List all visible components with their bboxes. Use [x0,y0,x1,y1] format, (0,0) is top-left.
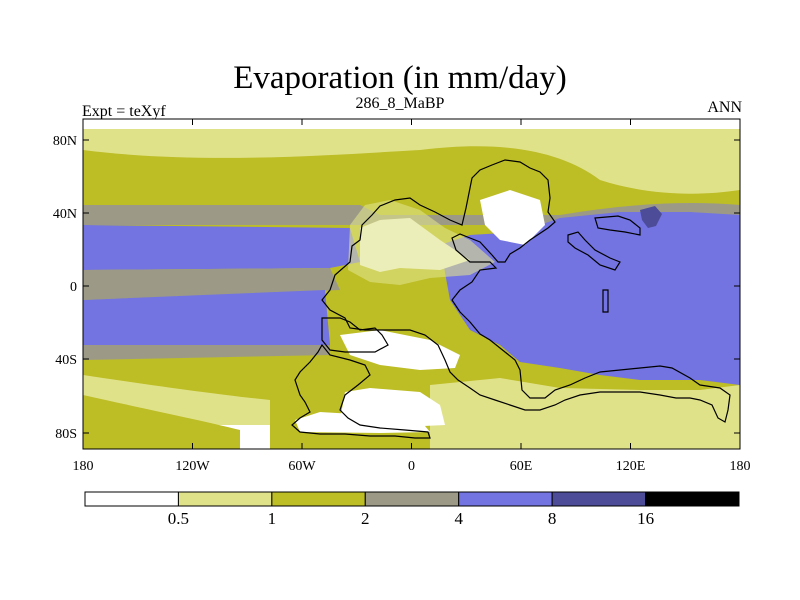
field-south-america-interior [340,330,460,370]
field-north-olive-band [83,146,740,205]
lon-tick-label: 120W [175,459,210,474]
experiment-label: Expt = teXyf [82,103,166,120]
latitude-ticks: 80N 40N 0 40S 80S [53,134,740,442]
lon-tick-label: 120E [616,459,646,474]
map-field [83,119,740,449]
outline-laurasia [321,159,731,423]
lon-tick-label: 0 [408,459,415,474]
lat-tick-label: 80S [55,427,77,442]
lon-tick-label: 60E [510,459,533,474]
colorbar-label: 0.5 [168,509,189,528]
colorbar-label: 8 [548,509,557,528]
lat-tick-label: 40N [53,207,77,222]
lon-tick-label: 60W [288,459,316,474]
field-north-america-rim [348,200,495,285]
field-blue-south-belt [83,290,330,345]
continent-outlines [291,159,731,439]
field-south-landmass-white [340,388,445,428]
colorbar-label: 4 [454,509,463,528]
colorbar-swatch [364,491,460,507]
outline-east-terrane-1 [567,231,621,271]
field-blue-belt [83,225,360,270]
colorbar-swatch [177,491,273,507]
lat-tick-label: 40S [55,353,77,368]
field-dark-blue-spot [640,206,662,228]
time-label: 286_8_MaBP [355,95,445,112]
lon-tick-label: 180 [730,459,751,474]
field-gray-equator [83,268,340,300]
field-eurasia-interior [480,190,545,245]
lat-tick-label: 0 [70,280,77,295]
outline-east-terrane-3 [602,289,609,313]
colorbar-swatch [645,491,740,507]
field-gray-south [83,345,330,360]
colorbar-swatch [458,491,553,507]
map-title: Evaporation (in mm/day) [233,60,567,96]
outline-south-america [291,343,431,439]
field-indo-pacific-blue [440,212,740,385]
outline-gondwana-west [321,317,389,353]
colorbar-swatch [271,491,366,507]
colorbar-swatch [551,491,647,507]
season-label: ANN [707,99,742,116]
field-south-olive [83,395,240,449]
lat-tick-label: 80N [53,134,77,149]
outline-east-terrane-2 [594,215,641,236]
colorbar: 0.5 1 2 4 8 16 [84,491,740,528]
colorbar-label: 2 [361,509,370,528]
colorbar-label: 16 [637,509,654,528]
colorbar-swatch [84,491,179,507]
colorbar-label: 1 [268,509,277,528]
longitude-ticks: 180 120W 60W 0 60E 120E 180 [73,119,751,474]
lon-tick-label: 180 [73,459,94,474]
